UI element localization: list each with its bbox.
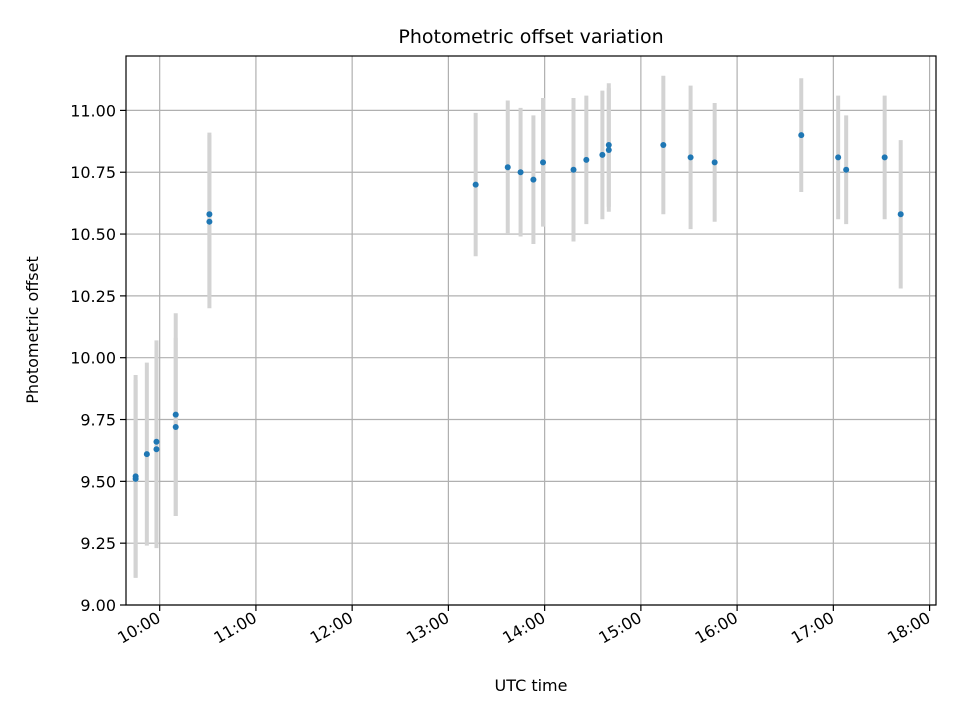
y-tick-label: 9.00 xyxy=(80,596,116,615)
data-point xyxy=(530,176,537,183)
plot-area-frame xyxy=(125,55,937,606)
y-axis-ticks: 9.00 9.25 9.50 9.75 10.00 10.25 10.50 10.75 11.0… xyxy=(70,101,126,615)
y-tick-label: 10.50 xyxy=(70,225,116,244)
data-point xyxy=(517,169,524,176)
data-point xyxy=(843,166,850,173)
y-tick-label: 10.25 xyxy=(70,287,116,306)
data-point xyxy=(605,146,612,153)
y-tick-label: 10.00 xyxy=(70,349,116,368)
data-point xyxy=(472,181,479,188)
x-axis-label: UTC time xyxy=(495,676,568,695)
data-point xyxy=(835,154,842,161)
data-point xyxy=(132,475,139,482)
data-point xyxy=(172,411,179,418)
data-points xyxy=(132,132,904,482)
data-point xyxy=(206,218,213,225)
grid xyxy=(126,56,936,606)
data-point xyxy=(540,159,547,166)
data-point xyxy=(881,154,888,161)
data-point xyxy=(206,211,213,218)
data-point xyxy=(711,159,718,166)
data-point xyxy=(153,438,160,445)
y-axis-label: Photometric offset xyxy=(23,256,42,404)
y-tick-label: 10.75 xyxy=(70,163,116,182)
data-point xyxy=(687,154,694,161)
data-point xyxy=(897,211,904,218)
data-point xyxy=(605,142,612,149)
data-point xyxy=(153,446,160,453)
data-point xyxy=(504,164,511,171)
y-tick-label: 9.75 xyxy=(80,411,116,430)
chart-title: Photometric offset variation xyxy=(398,26,663,48)
data-point xyxy=(798,132,805,139)
data-point xyxy=(172,423,179,430)
data-point xyxy=(570,166,577,173)
data-point xyxy=(143,451,150,458)
y-tick-label: 9.25 xyxy=(80,534,116,553)
data-point xyxy=(660,142,667,149)
y-tick-label: 11.00 xyxy=(70,101,116,120)
data-point xyxy=(599,151,606,158)
y-tick-label: 9.50 xyxy=(80,472,116,491)
data-point xyxy=(583,156,590,163)
